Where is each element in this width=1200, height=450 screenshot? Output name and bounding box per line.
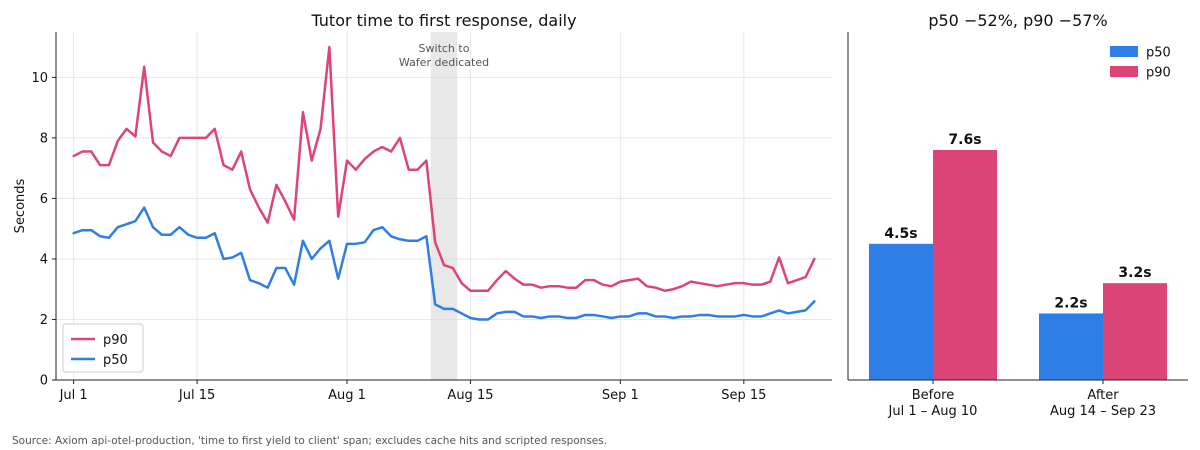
- bar-p90: [933, 150, 997, 380]
- chart-title: p50 −52%, p90 −57%: [928, 11, 1107, 30]
- x-tick-label: Jul 1: [59, 388, 88, 403]
- bar-value-label: 2.2s: [1054, 295, 1087, 311]
- legend-swatch-p90: [1110, 66, 1138, 77]
- bar-p50: [869, 243, 933, 380]
- x-tick-label: Jul 15: [178, 388, 215, 403]
- series-line-p50: [72, 206, 816, 321]
- category-label: Before: [912, 388, 955, 403]
- legend-label-p50: p50: [103, 353, 128, 368]
- bar-value-label: 4.5s: [884, 226, 917, 242]
- y-tick-label: 10: [31, 71, 48, 86]
- annotation-label: Switch to: [419, 42, 470, 55]
- y-axis-label: Seconds: [13, 178, 28, 233]
- annotation-label: Wafer dedicated: [399, 56, 489, 69]
- y-tick-label: 0: [40, 374, 48, 389]
- x-tick-label: Sep 1: [602, 388, 639, 403]
- chart-title: Tutor time to first response, daily: [310, 11, 576, 30]
- series-line-p90: [72, 45, 816, 292]
- legend-swatch-p50: [1110, 46, 1138, 57]
- x-tick-label: Aug 15: [447, 388, 493, 403]
- y-tick-label: 2: [40, 313, 48, 328]
- legend-label-p90: p90: [1146, 66, 1171, 81]
- y-tick-label: 8: [40, 131, 48, 146]
- legend-label-p90: p90: [103, 333, 128, 348]
- bar-value-label: 7.6s: [948, 132, 981, 148]
- y-tick-label: 6: [40, 192, 48, 207]
- bar-value-label: 3.2s: [1118, 265, 1151, 281]
- legend-label-p50: p50: [1146, 46, 1171, 61]
- x-tick-label: Aug 1: [328, 388, 366, 403]
- footnote: Source: Axiom api-otel-production, 'time…: [12, 435, 607, 447]
- category-label: Aug 14 – Sep 23: [1050, 404, 1156, 419]
- bar-p90: [1103, 283, 1167, 380]
- annotation-band: [430, 32, 458, 380]
- bar-p50: [1039, 313, 1103, 380]
- category-label: Jul 1 – Aug 10: [888, 404, 978, 419]
- category-label: After: [1087, 388, 1119, 403]
- y-tick-label: 4: [40, 252, 48, 267]
- x-tick-label: Sep 15: [721, 388, 766, 403]
